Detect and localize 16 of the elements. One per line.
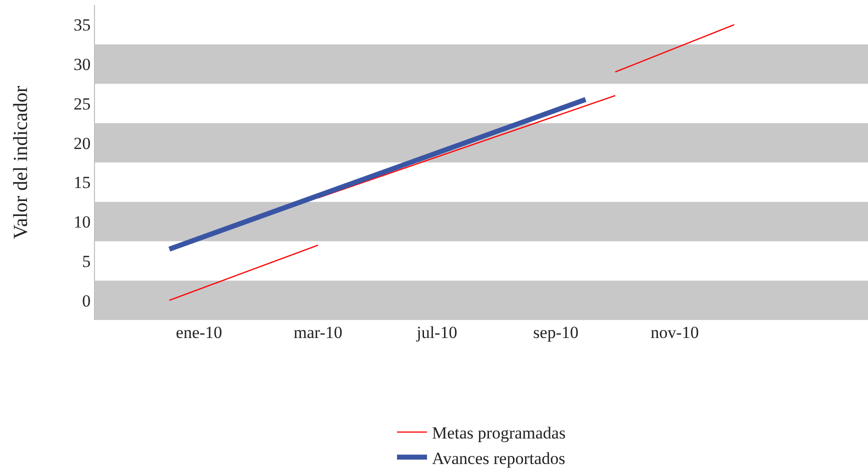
legend-label: Metas programadas bbox=[432, 424, 566, 443]
y-tick-label: 35 bbox=[74, 16, 91, 35]
y-tick-label: 10 bbox=[74, 212, 91, 232]
y-tick-label: 15 bbox=[74, 173, 91, 192]
y-tick-label: 30 bbox=[74, 55, 91, 74]
x-tick-label: jul-10 bbox=[416, 323, 458, 342]
x-tick-label: nov-10 bbox=[650, 323, 699, 342]
x-tick-label: ene-10 bbox=[176, 323, 222, 342]
y-tick-label: 0 bbox=[82, 291, 91, 310]
x-tick-label: sep-10 bbox=[533, 323, 578, 342]
y-tick-label: 20 bbox=[74, 134, 91, 153]
legend-label: Avances reportados bbox=[432, 448, 566, 468]
y-tick-label: 25 bbox=[74, 94, 91, 114]
y-axis-title: Valor del indicador bbox=[10, 86, 32, 240]
x-tick-label: mar-10 bbox=[294, 323, 342, 342]
y-tick-label: 5 bbox=[82, 252, 91, 271]
